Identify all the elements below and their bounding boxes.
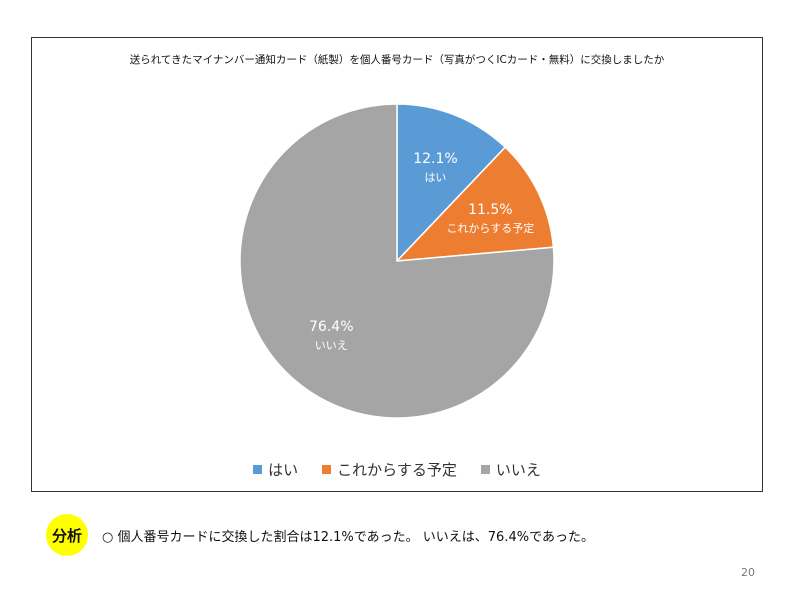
legend-item-0: はい [253,459,298,480]
analysis-badge: 分析 [46,514,88,556]
chart-frame: 送られてきたマイナンバー通知カード（紙製）を個人番号カード（写真がつくICカード… [31,37,763,492]
pie-slice-1 [395,146,555,262]
pie-slice-2 [239,103,555,419]
legend-swatch-2 [480,465,490,474]
slice-value-label-1: 11.5% [468,202,512,218]
chart-legend: はい これからする予定 いいえ [32,459,762,480]
slice-category-label-1: これからする予定 [446,221,534,235]
legend-label-2: いいえ [495,461,541,479]
slice-category-label-0: はい [424,171,446,184]
chart-title: 送られてきたマイナンバー通知カード（紙製）を個人番号カード（写真がつくICカード… [129,54,665,66]
pie-chart: 12.1% はい 11.5% これからする予定 76.4% いいえ [239,103,555,419]
legend-swatch-0 [253,465,263,474]
slice-category-label-2: いいえ [315,339,348,352]
legend-label-1: これからする予定 [337,461,457,479]
legend-label-0: はい [268,461,299,479]
legend-item-2: いいえ [480,459,541,480]
legend-item-1: これからする予定 [322,459,457,480]
legend-swatch-1 [322,465,332,474]
slice-value-label-0: 12.1% [413,151,457,167]
slice-value-label-2: 76.4% [309,319,353,335]
pie-slice-0 [396,103,507,263]
analysis-section: 分析 ○ 個人番号カードに交換した割合は12.1%であった。 いいえは、76.4… [46,514,594,556]
page-number: 20 [741,566,755,579]
analysis-text: ○ 個人番号カードに交換した割合は12.1%であった。 いいえは、76.4%であ… [102,529,594,545]
